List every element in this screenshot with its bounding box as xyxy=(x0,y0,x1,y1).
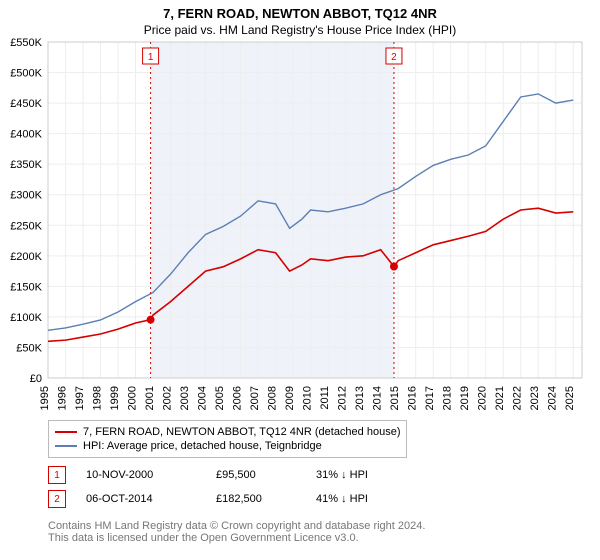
legend-swatch xyxy=(55,445,77,447)
footer-attribution: Contains HM Land Registry data © Crown c… xyxy=(48,520,425,544)
svg-text:£500K: £500K xyxy=(10,68,42,80)
svg-text:£50K: £50K xyxy=(16,342,42,354)
svg-text:2025: 2025 xyxy=(564,386,576,410)
svg-text:2010: 2010 xyxy=(302,386,314,410)
svg-text:2000: 2000 xyxy=(127,386,139,410)
svg-text:£150K: £150K xyxy=(10,281,42,293)
svg-text:2016: 2016 xyxy=(407,386,419,410)
sale-row: 1 10-NOV-2000 £95,500 31% ↓ HPI xyxy=(48,466,368,484)
svg-text:2008: 2008 xyxy=(267,386,279,410)
sale-vs-hpi: 41% ↓ HPI xyxy=(316,493,368,505)
svg-text:2020: 2020 xyxy=(477,386,489,410)
svg-text:2014: 2014 xyxy=(372,386,384,410)
svg-text:2013: 2013 xyxy=(354,386,366,410)
svg-text:2021: 2021 xyxy=(494,386,506,410)
svg-text:2009: 2009 xyxy=(284,386,296,410)
svg-text:2015: 2015 xyxy=(389,386,401,410)
svg-text:2023: 2023 xyxy=(529,386,541,410)
sale-vs-hpi: 31% ↓ HPI xyxy=(316,469,368,481)
svg-text:2007: 2007 xyxy=(249,386,261,410)
sale-price: £95,500 xyxy=(216,469,296,481)
svg-text:£250K: £250K xyxy=(10,220,42,232)
svg-text:2005: 2005 xyxy=(214,386,226,410)
svg-text:£300K: £300K xyxy=(10,190,42,202)
svg-text:1997: 1997 xyxy=(74,386,86,410)
svg-text:£550K: £550K xyxy=(10,37,42,49)
legend-label: HPI: Average price, detached house, Teig… xyxy=(83,440,322,452)
legend-item: 7, FERN ROAD, NEWTON ABBOT, TQ12 4NR (de… xyxy=(55,425,400,439)
svg-text:2024: 2024 xyxy=(547,386,559,410)
footer-line1: Contains HM Land Registry data © Crown c… xyxy=(48,520,425,532)
svg-text:2001: 2001 xyxy=(144,386,156,410)
legend-swatch xyxy=(55,431,77,433)
svg-text:2003: 2003 xyxy=(179,386,191,410)
sale-row: 2 06-OCT-2014 £182,500 41% ↓ HPI xyxy=(48,490,368,508)
svg-text:£450K: £450K xyxy=(10,98,42,110)
svg-text:£200K: £200K xyxy=(10,251,42,263)
svg-text:£350K: £350K xyxy=(10,159,42,171)
svg-text:1995: 1995 xyxy=(39,386,51,410)
svg-text:£400K: £400K xyxy=(10,129,42,141)
svg-text:2018: 2018 xyxy=(442,386,454,410)
svg-text:£0: £0 xyxy=(30,373,42,385)
svg-text:1996: 1996 xyxy=(57,386,69,410)
sale-marker-icon: 2 xyxy=(48,490,66,508)
svg-text:2011: 2011 xyxy=(319,386,331,410)
svg-text:2012: 2012 xyxy=(337,386,349,410)
svg-text:2022: 2022 xyxy=(512,386,524,410)
sale-date: 10-NOV-2000 xyxy=(86,469,196,481)
svg-text:2002: 2002 xyxy=(162,386,174,410)
svg-text:1: 1 xyxy=(148,52,154,63)
sale-price: £182,500 xyxy=(216,493,296,505)
legend-item: HPI: Average price, detached house, Teig… xyxy=(55,439,400,453)
svg-text:1999: 1999 xyxy=(109,386,121,410)
sale-date: 06-OCT-2014 xyxy=(86,493,196,505)
sale-marker-icon: 1 xyxy=(48,466,66,484)
legend-label: 7, FERN ROAD, NEWTON ABBOT, TQ12 4NR (de… xyxy=(83,426,400,438)
price-chart: £0 £50K £100K £150K £200K £250K £300K £350K £400… xyxy=(0,0,600,424)
svg-text:2019: 2019 xyxy=(459,386,471,410)
svg-text:£100K: £100K xyxy=(10,312,42,324)
svg-text:2004: 2004 xyxy=(197,386,209,410)
svg-text:2017: 2017 xyxy=(424,386,436,410)
svg-text:2: 2 xyxy=(391,52,397,63)
legend: 7, FERN ROAD, NEWTON ABBOT, TQ12 4NR (de… xyxy=(48,420,407,458)
svg-text:2006: 2006 xyxy=(232,386,244,410)
footer-line2: This data is licensed under the Open Gov… xyxy=(48,532,425,544)
svg-text:1998: 1998 xyxy=(92,386,104,410)
